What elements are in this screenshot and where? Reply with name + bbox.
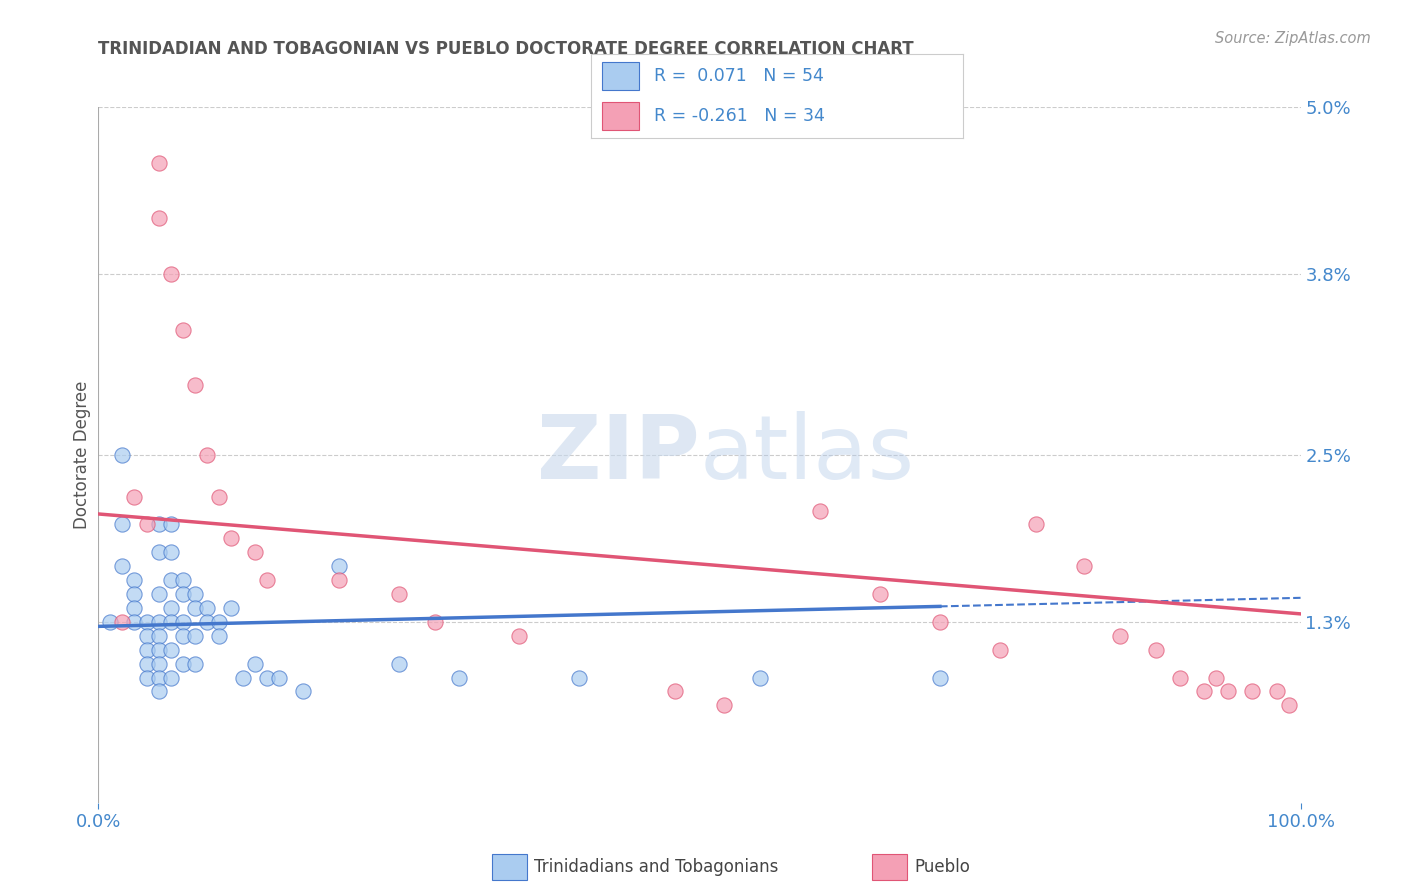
Point [100, 615, 122, 629]
Point [388, 657, 411, 671]
Point [195, 615, 218, 629]
Point [388, 587, 411, 601]
Point [148, 642, 170, 657]
Point [232, 671, 254, 685]
Point [1170, 671, 1192, 685]
Point [172, 615, 194, 629]
Text: Source: ZipAtlas.com: Source: ZipAtlas.com [1215, 31, 1371, 46]
Point [148, 657, 170, 671]
Point [148, 545, 170, 559]
Point [208, 615, 231, 629]
Point [135, 629, 157, 643]
Point [183, 657, 205, 671]
Point [1277, 698, 1299, 713]
Point [1025, 517, 1047, 532]
Text: ZIP: ZIP [537, 411, 700, 499]
Point [195, 448, 218, 462]
Text: Trinidadians and Tobagonians: Trinidadians and Tobagonians [534, 858, 779, 876]
Point [1073, 559, 1095, 574]
Point [1194, 684, 1216, 698]
Point [183, 587, 205, 601]
Point [1109, 629, 1132, 643]
Point [148, 671, 170, 685]
Point [159, 517, 181, 532]
Point [111, 448, 134, 462]
Bar [602, 102, 638, 130]
Point [159, 545, 181, 559]
Point [748, 671, 770, 685]
Point [928, 671, 950, 685]
Text: TRINIDADIAN AND TOBAGONIAN VS PUEBLO DOCTORATE DEGREE CORRELATION CHART: TRINIDADIAN AND TOBAGONIAN VS PUEBLO DOC… [98, 40, 914, 58]
Point [423, 615, 446, 629]
Point [988, 642, 1011, 657]
Bar [602, 62, 638, 90]
Point [219, 532, 242, 546]
Text: atlas: atlas [700, 411, 915, 499]
Point [291, 684, 314, 698]
Point [256, 573, 278, 587]
Point [135, 671, 157, 685]
Point [219, 601, 242, 615]
Point [148, 684, 170, 698]
Point [183, 378, 205, 392]
Point [148, 629, 170, 643]
Point [148, 155, 170, 169]
Point [928, 615, 950, 629]
Point [328, 573, 350, 587]
Point [124, 601, 146, 615]
Point [111, 559, 134, 574]
Point [256, 671, 278, 685]
Y-axis label: Doctorate Degree: Doctorate Degree [73, 381, 91, 529]
Point [148, 211, 170, 226]
Point [159, 573, 181, 587]
Point [124, 490, 146, 504]
Point [1241, 684, 1264, 698]
Point [148, 587, 170, 601]
Point [267, 671, 290, 685]
Point [172, 587, 194, 601]
Point [568, 671, 591, 685]
Point [328, 559, 350, 574]
Point [124, 573, 146, 587]
Point [1144, 642, 1167, 657]
Point [159, 615, 181, 629]
Point [195, 601, 218, 615]
Point [664, 684, 686, 698]
Point [172, 629, 194, 643]
Point [111, 615, 134, 629]
Point [208, 629, 231, 643]
Text: R =  0.071   N = 54: R = 0.071 N = 54 [654, 67, 824, 85]
Point [1265, 684, 1288, 698]
Text: Pueblo: Pueblo [914, 858, 970, 876]
Point [713, 698, 735, 713]
Point [243, 545, 266, 559]
Point [135, 657, 157, 671]
Point [1205, 671, 1227, 685]
Point [148, 517, 170, 532]
Point [183, 629, 205, 643]
Point [135, 615, 157, 629]
Text: R = -0.261   N = 34: R = -0.261 N = 34 [654, 107, 825, 125]
Point [159, 671, 181, 685]
Point [111, 517, 134, 532]
Point [183, 601, 205, 615]
Point [159, 601, 181, 615]
Point [1218, 684, 1240, 698]
Point [172, 323, 194, 337]
Point [159, 642, 181, 657]
Point [124, 615, 146, 629]
Point [148, 615, 170, 629]
Point [135, 517, 157, 532]
Point [135, 642, 157, 657]
Point [124, 587, 146, 601]
Point [869, 587, 891, 601]
Point [172, 573, 194, 587]
Point [208, 490, 231, 504]
Point [243, 657, 266, 671]
Point [447, 671, 470, 685]
Point [159, 267, 181, 281]
Point [808, 503, 831, 517]
Point [172, 657, 194, 671]
Point [508, 629, 530, 643]
